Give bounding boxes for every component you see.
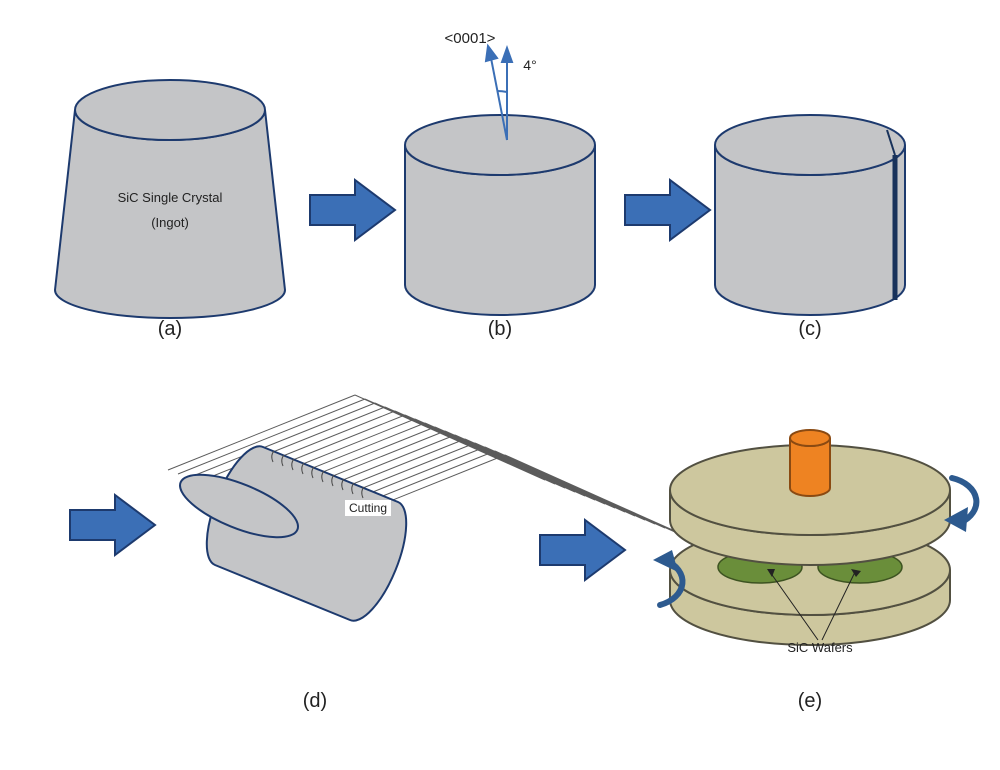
angle-label: 4°	[515, 57, 545, 73]
arrow-to-d	[70, 495, 155, 555]
panel-d-label: (d)	[300, 690, 330, 713]
ingot-top	[75, 80, 265, 140]
wafers-label: SiC Wafers	[780, 640, 860, 655]
cyl-d	[172, 446, 406, 620]
panel-c-cylinder	[715, 115, 905, 315]
cutting-label: Cutting	[345, 500, 391, 516]
ingot-body	[55, 110, 285, 318]
polish-hub	[790, 430, 830, 496]
direction-label: <0001>	[435, 30, 505, 47]
ingot-label-1: SiC Single Crystal	[95, 190, 245, 205]
panel-e-label: (e)	[795, 690, 825, 713]
arrow-a-b	[310, 180, 395, 240]
arrow-b-c	[625, 180, 710, 240]
panel-b-label: (b)	[485, 318, 515, 341]
panel-d-wire-saw	[168, 395, 695, 621]
panel-b-cylinder	[405, 46, 595, 315]
panel-a-label: (a)	[155, 318, 185, 341]
ingot-label-2: (Ingot)	[95, 215, 245, 230]
panel-c-label: (c)	[795, 318, 825, 341]
cyl-b-top	[405, 115, 595, 175]
panel-e-polishing	[653, 430, 976, 645]
cyl-c-top	[715, 115, 905, 175]
arrow-d-e	[540, 520, 625, 580]
